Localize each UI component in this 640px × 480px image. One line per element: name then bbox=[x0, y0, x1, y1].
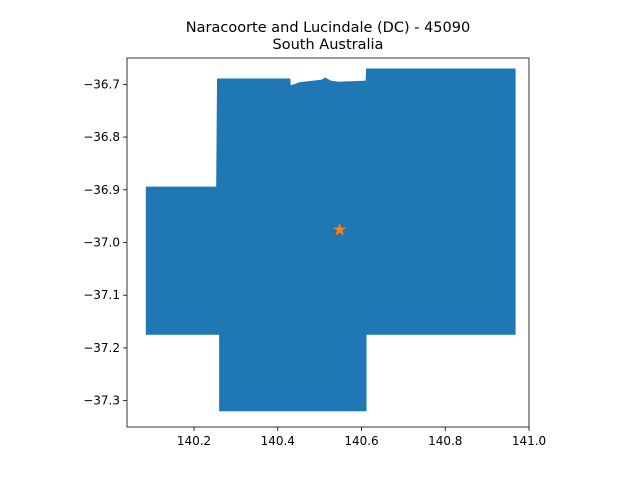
map-title: Naracoorte and Lucindale (DC) - 45090 bbox=[186, 20, 470, 36]
district-region bbox=[145, 68, 516, 412]
y-tick-label: −37.0 bbox=[83, 236, 120, 250]
x-tick-label: 140.2 bbox=[177, 434, 211, 448]
axes-frame bbox=[126, 57, 530, 428]
y-tick-label: −36.9 bbox=[83, 183, 120, 197]
y-axis: −36.7 −36.8 −36.9 −37.0 −37.1 −37.2 −37.3 bbox=[83, 77, 127, 408]
x-tick-label: 140.8 bbox=[428, 434, 462, 448]
y-tick-label: −36.7 bbox=[83, 77, 120, 91]
x-axis: 140.2 140.4 140.6 140.8 141.0 bbox=[177, 427, 546, 448]
y-tick-label: −36.8 bbox=[83, 130, 120, 144]
plot-area bbox=[145, 68, 516, 412]
x-tick-label: 140.6 bbox=[344, 434, 378, 448]
y-tick-label: −37.1 bbox=[83, 288, 120, 302]
map-subtitle: South Australia bbox=[273, 37, 384, 53]
y-tick-label: −37.3 bbox=[83, 394, 120, 408]
centroid-star-marker bbox=[332, 222, 347, 236]
x-tick-label: 141.0 bbox=[512, 434, 546, 448]
x-tick-label: 140.4 bbox=[261, 434, 295, 448]
y-tick-label: −37.2 bbox=[83, 341, 120, 355]
